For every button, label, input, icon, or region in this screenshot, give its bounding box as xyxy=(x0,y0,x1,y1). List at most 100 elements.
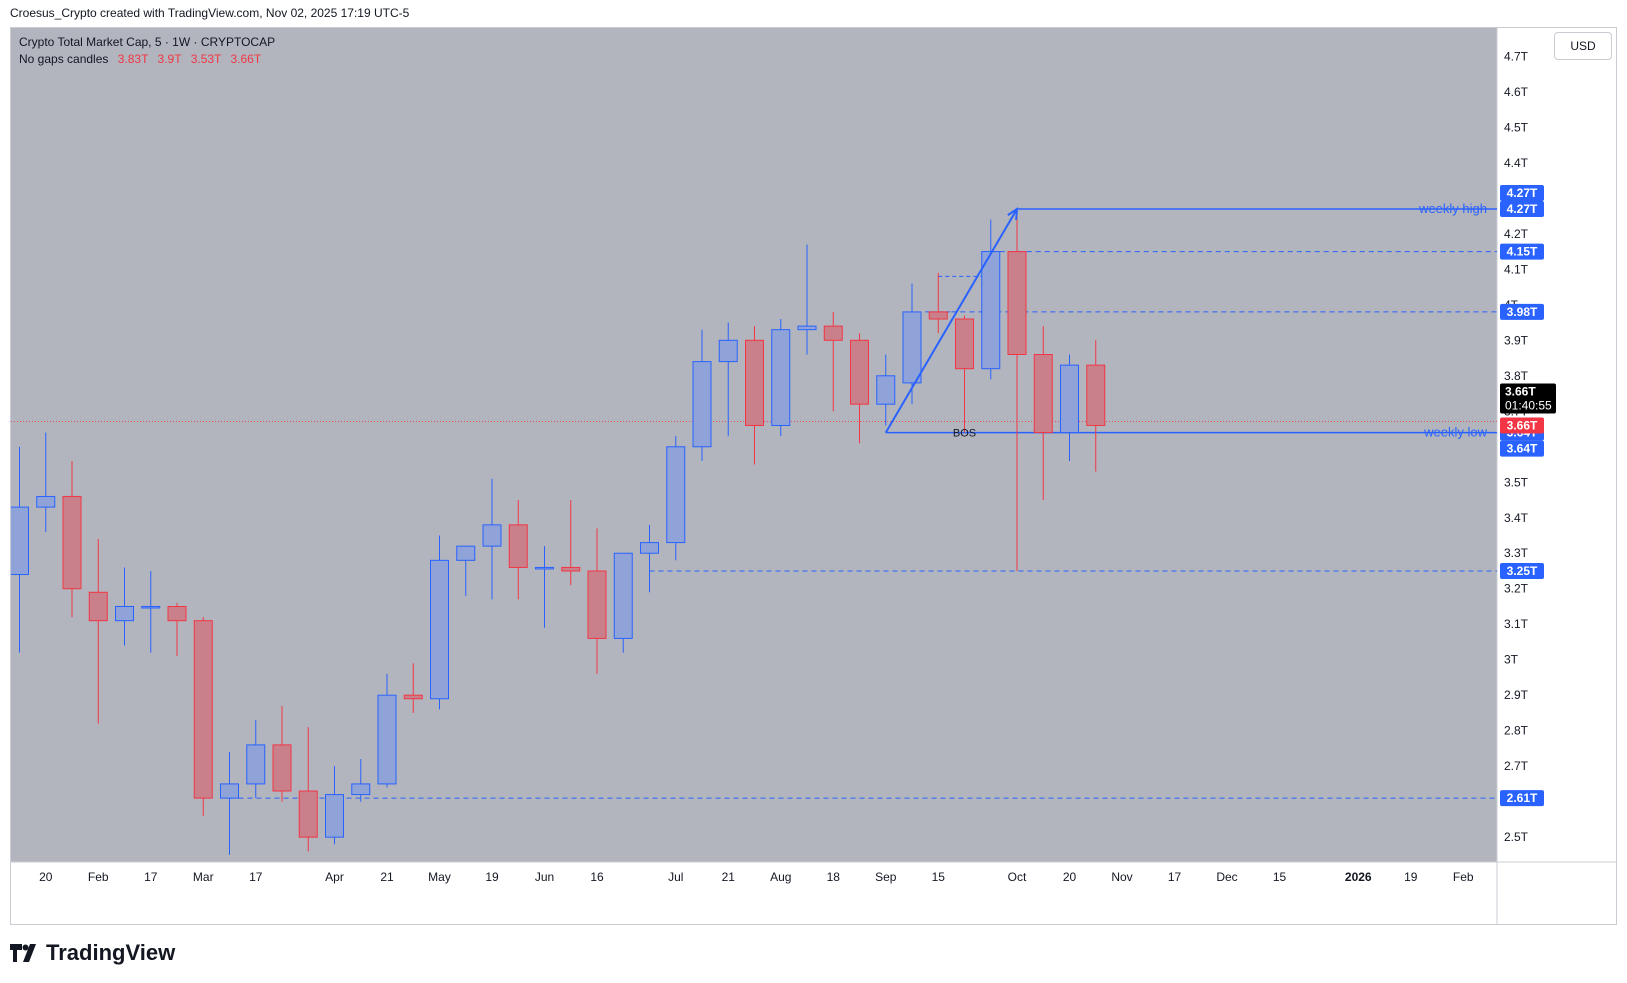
price-tick-label: 2.7T xyxy=(1504,759,1529,773)
candle-body xyxy=(1086,364,1106,426)
candle-body xyxy=(561,566,581,572)
candle-body xyxy=(36,495,56,508)
time-tick-label: Sep xyxy=(875,870,897,884)
time-tick-label: 20 xyxy=(1063,870,1077,884)
tradingview-logo-icon xyxy=(10,944,36,962)
time-tick-label: 17 xyxy=(144,870,158,884)
level-price-tag-bg xyxy=(1500,562,1544,579)
level-price-tag: 3.25T xyxy=(1507,564,1538,578)
current-price-box-label: 3.66T xyxy=(1505,384,1536,398)
candle-body xyxy=(141,605,161,609)
trend-line xyxy=(884,208,1018,434)
price-tick-label: 3.8T xyxy=(1504,369,1529,383)
time-tick-label: 19 xyxy=(1404,870,1418,884)
current-price-tag: 3.66T xyxy=(1507,418,1538,432)
price-tick-label: 3T xyxy=(1504,653,1519,667)
candle-body xyxy=(981,251,1001,370)
level-price-tag-extra-bg xyxy=(1500,184,1544,201)
candle-body xyxy=(403,694,423,700)
ohlc-row: No gaps candles 3.83T 3.9T 3.53T 3.66T xyxy=(19,51,275,68)
time-tick-label: 21 xyxy=(380,870,394,884)
time-tick-label: Aug xyxy=(770,870,791,884)
level-price-tag-extra: 3.64T xyxy=(1507,442,1538,456)
candle-body xyxy=(745,339,764,426)
time-tick-label: 17 xyxy=(249,870,263,884)
chart-legend: Crypto Total Market Cap, 5 · 1W · CRYPTO… xyxy=(19,34,275,68)
chart-title: Crypto Total Market Cap, 5 · 1W · CRYPTO… xyxy=(19,35,276,49)
time-tick-label: Feb xyxy=(1453,870,1474,884)
time-tick-label: 15 xyxy=(932,870,946,884)
candle-body xyxy=(115,605,134,622)
ohlc-open: 3.83T xyxy=(117,52,149,66)
price-tick-label: 3.5T xyxy=(1504,475,1529,489)
candle-body xyxy=(1060,364,1079,434)
time-tick-label: 17 xyxy=(1168,870,1182,884)
level-price-tag-extra: 4.27T xyxy=(1507,186,1538,200)
tradingview-logo-text: TradingView xyxy=(46,940,176,965)
tradingview-logo: TradingView xyxy=(10,940,175,966)
candle-body xyxy=(850,339,869,405)
candle-body xyxy=(298,790,318,838)
candle-body xyxy=(62,495,82,590)
price-tick-label: 3.2T xyxy=(1504,582,1529,596)
time-tick-label: Mar xyxy=(193,870,214,884)
candle-body xyxy=(88,591,108,622)
time-tick-label: 2026 xyxy=(1345,870,1372,884)
candle-body xyxy=(955,318,974,370)
candle-body xyxy=(430,559,449,700)
candle-body xyxy=(771,329,791,426)
time-tick-label: Jun xyxy=(535,870,554,884)
price-tick-label: 4.2T xyxy=(1504,227,1529,241)
level-annotation: weekly high xyxy=(1418,201,1487,216)
candle-body xyxy=(535,566,554,570)
candle-body xyxy=(587,570,607,639)
level-price-tag-bg xyxy=(1500,243,1544,260)
price-tick-label: 3.1T xyxy=(1504,617,1529,631)
bos-label: BOS xyxy=(953,428,976,440)
level-price-tag: 2.61T xyxy=(1507,791,1538,805)
candle-body xyxy=(246,744,266,785)
current-price-box-bg xyxy=(1500,383,1556,414)
currency-button[interactable]: USD xyxy=(1554,32,1612,60)
price-tick-label: 2.5T xyxy=(1504,830,1529,844)
time-tick-label: 21 xyxy=(722,870,736,884)
time-tick-label: Nov xyxy=(1111,870,1132,884)
price-tick-label: 3.4T xyxy=(1504,511,1529,525)
candle-body xyxy=(11,506,29,576)
time-tick-label: Oct xyxy=(1008,870,1027,884)
price-tick-label: 2.9T xyxy=(1504,688,1529,702)
chart-frame: 2.5T2.6T2.7T2.8T2.9T3T3.1T3.2T3.3T3.4T3.… xyxy=(10,27,1617,925)
candle-body xyxy=(272,744,292,792)
candle-body xyxy=(220,783,239,799)
candle-body xyxy=(876,375,896,405)
ohlc-low: 3.53T xyxy=(190,52,222,66)
time-tick-label: 20 xyxy=(39,870,53,884)
ohlc-close: 3.66T xyxy=(230,52,262,66)
ohlc-high: 3.9T xyxy=(157,52,182,66)
candle-type-label: No gaps candles xyxy=(19,52,109,66)
price-tick-label: 4.1T xyxy=(1504,262,1529,276)
level-price-tag-bg xyxy=(1500,303,1544,320)
candle-body xyxy=(718,339,738,363)
current-price-tag-bg xyxy=(1500,417,1544,434)
price-tick-label: 3.3T xyxy=(1504,546,1529,560)
level-price-tag-extra-bg xyxy=(1500,440,1544,457)
candle-body xyxy=(666,446,686,544)
candle-body xyxy=(823,325,843,341)
candle-body xyxy=(325,794,344,838)
time-tick-label: 16 xyxy=(590,870,604,884)
candle-body xyxy=(928,311,948,320)
candle-body xyxy=(167,605,187,622)
candle-body xyxy=(797,325,817,331)
candle-body xyxy=(902,311,922,384)
level-price-tag-bg xyxy=(1500,790,1544,807)
price-tick-label: 4.7T xyxy=(1504,49,1529,63)
candlestick-chart[interactable]: 2.5T2.6T2.7T2.8T2.9T3T3.1T3.2T3.3T3.4T3.… xyxy=(11,28,1616,924)
candle-body xyxy=(482,524,502,547)
candle-body xyxy=(508,524,528,568)
level-price-tag: 3.98T xyxy=(1507,305,1538,319)
time-tick-label: 19 xyxy=(485,870,499,884)
time-tick-label: 18 xyxy=(827,870,841,884)
price-tick-label: 2.8T xyxy=(1504,724,1529,738)
time-tick-label: Jul xyxy=(668,870,683,884)
